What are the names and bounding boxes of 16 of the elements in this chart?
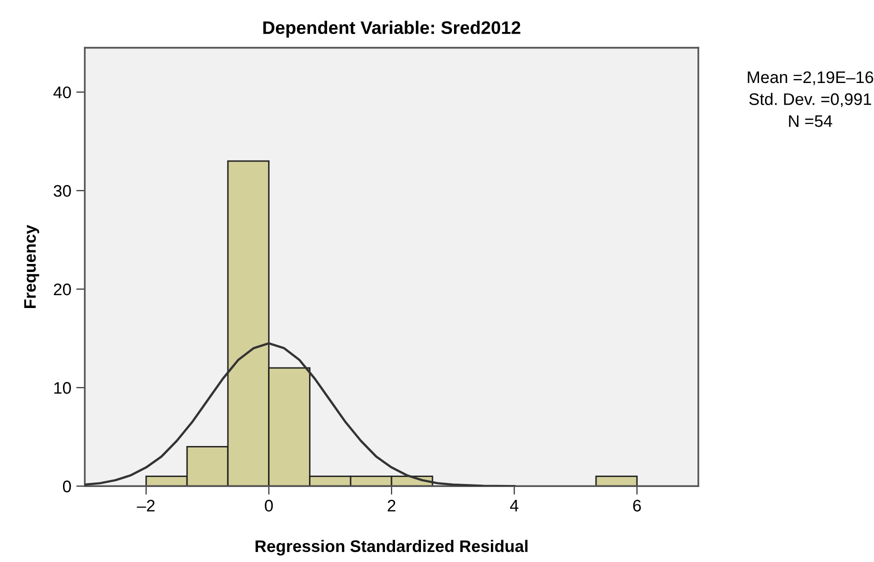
y-tick-label: 20 (54, 284, 71, 296)
x-tick-label: 4 (510, 500, 518, 512)
x-tick-label: 0 (264, 500, 273, 512)
chart-title: Dependent Variable: Sred2012 (263, 20, 520, 38)
x-tick-label: 2 (388, 500, 396, 512)
y-axis-title: Frequency (24, 224, 40, 308)
x-axis-title: Regression Standardized Residual (256, 540, 528, 556)
y-tick-label: 0 (62, 480, 71, 492)
text: N =54 (789, 115, 832, 127)
x-tick-label: 6 (633, 500, 641, 512)
y-tick-label: 30 (54, 185, 71, 197)
x-tick-label: –2 (136, 500, 155, 512)
y-tick-label: 10 (54, 382, 71, 394)
y-tick-label: 40 (53, 86, 71, 98)
text: Std. Dev. =0,991 (749, 92, 872, 108)
text: Mean =2,19E–16 (748, 71, 874, 86)
